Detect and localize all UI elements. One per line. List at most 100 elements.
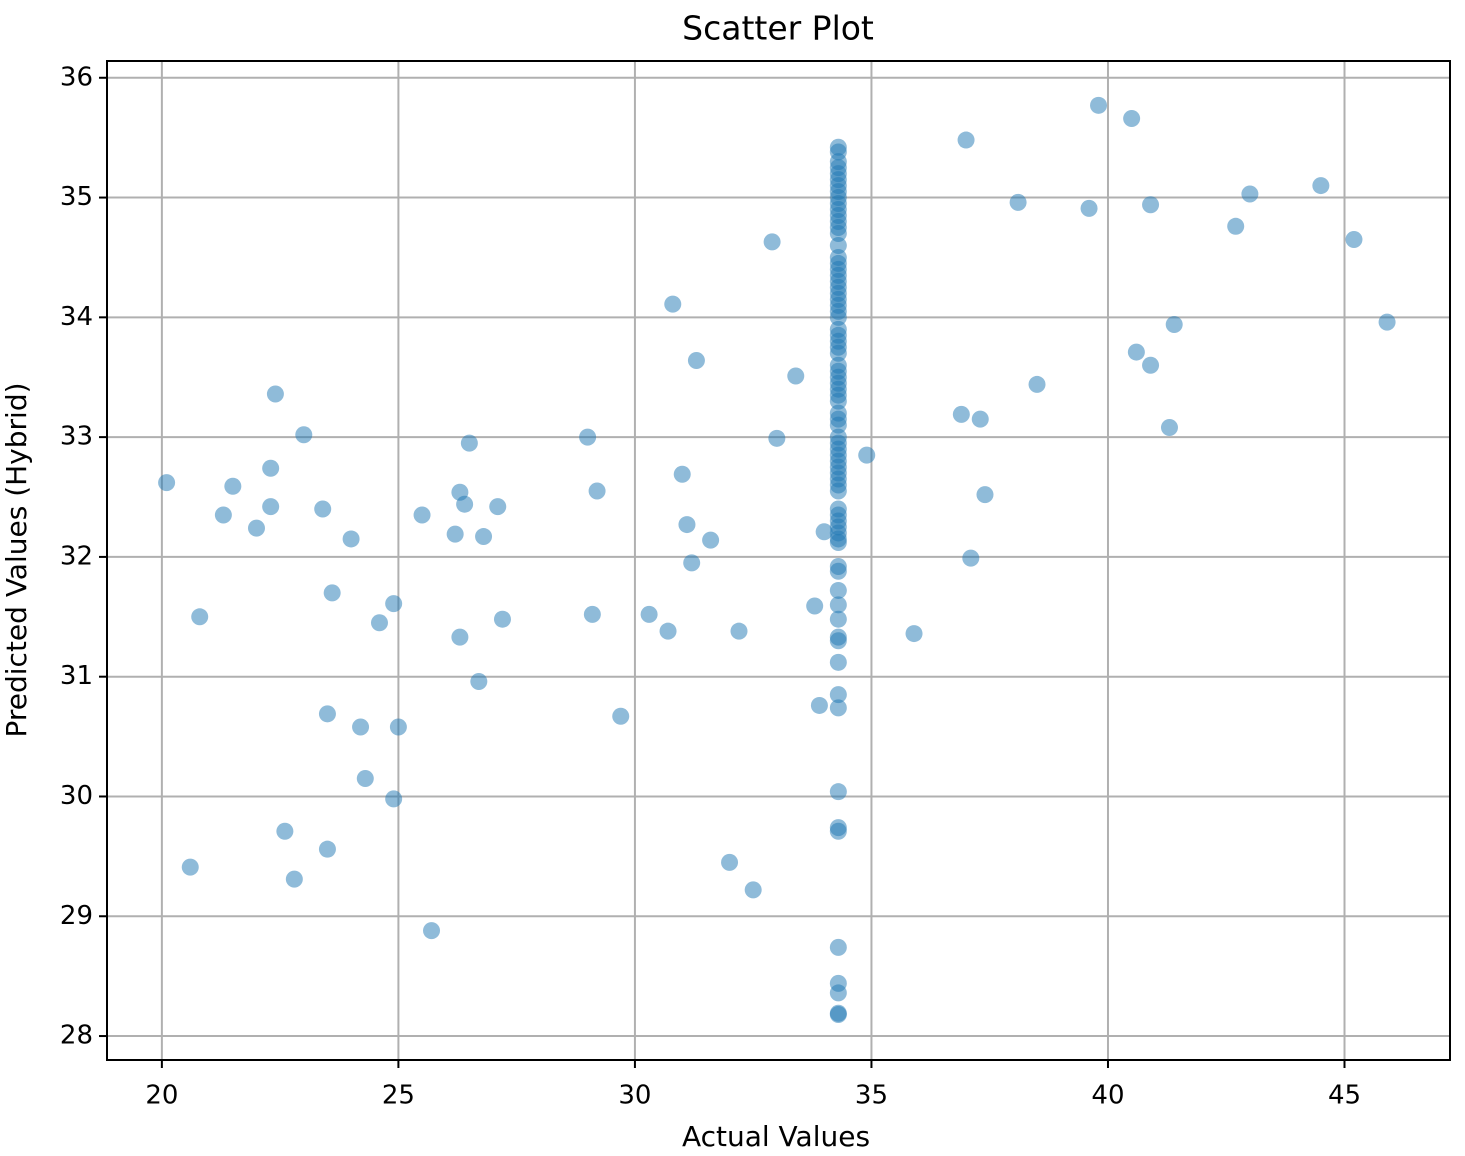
point xyxy=(829,596,847,614)
point xyxy=(858,446,876,464)
point xyxy=(224,477,242,495)
x-tick-label: 20 xyxy=(145,1081,178,1111)
y-tick-label: 33 xyxy=(60,422,93,452)
point xyxy=(451,628,469,646)
point xyxy=(829,308,847,326)
point xyxy=(1345,230,1363,248)
point xyxy=(829,822,847,840)
point xyxy=(952,405,970,423)
point xyxy=(266,385,284,403)
point xyxy=(214,506,232,524)
point xyxy=(181,858,199,876)
point xyxy=(385,595,403,613)
point xyxy=(678,516,696,534)
point xyxy=(683,554,701,572)
point xyxy=(1090,96,1108,114)
point xyxy=(905,625,923,643)
point xyxy=(295,426,313,444)
point xyxy=(314,500,332,518)
point xyxy=(829,632,847,650)
point xyxy=(352,718,370,736)
point xyxy=(768,429,786,447)
point xyxy=(356,770,374,788)
point xyxy=(1241,185,1259,203)
point xyxy=(456,495,474,513)
point xyxy=(829,581,847,599)
point xyxy=(318,840,336,858)
point xyxy=(829,392,847,410)
point xyxy=(1165,316,1183,334)
point xyxy=(342,530,360,548)
y-tick-label: 32 xyxy=(60,541,93,571)
point xyxy=(829,344,847,362)
point xyxy=(829,653,847,671)
point xyxy=(673,465,691,483)
point xyxy=(588,482,606,500)
point xyxy=(829,686,847,704)
point xyxy=(1123,109,1141,127)
point xyxy=(744,881,762,899)
point xyxy=(389,718,407,736)
point xyxy=(659,622,677,640)
y-tick-label: 36 xyxy=(60,62,93,92)
point xyxy=(423,922,441,940)
point xyxy=(810,696,828,714)
point xyxy=(730,622,748,640)
point xyxy=(1142,356,1160,374)
point xyxy=(829,236,847,254)
point xyxy=(829,534,847,552)
point xyxy=(413,506,431,524)
x-tick-label: 25 xyxy=(382,1081,415,1111)
point xyxy=(829,482,847,500)
point xyxy=(962,549,980,567)
point xyxy=(702,531,720,549)
point xyxy=(971,410,989,428)
point xyxy=(493,610,511,628)
point xyxy=(957,131,975,149)
point xyxy=(721,853,739,871)
point xyxy=(829,938,847,956)
point xyxy=(829,562,847,580)
y-tick-label: 35 xyxy=(60,182,93,212)
plot-frame xyxy=(106,60,1451,1061)
point xyxy=(687,351,705,369)
point xyxy=(370,614,388,632)
x-tick-label: 35 xyxy=(855,1081,888,1111)
point xyxy=(489,498,507,516)
x-axis-label: Actual Values xyxy=(682,1120,870,1153)
point xyxy=(470,672,488,690)
point xyxy=(191,608,209,626)
x-tick-label: 30 xyxy=(618,1081,651,1111)
point xyxy=(1227,217,1245,235)
point xyxy=(460,434,478,452)
point xyxy=(829,224,847,242)
point xyxy=(1160,419,1178,437)
point xyxy=(1080,199,1098,217)
point xyxy=(815,523,833,541)
point xyxy=(787,367,805,385)
point xyxy=(276,822,294,840)
point xyxy=(829,610,847,628)
point xyxy=(579,428,597,446)
point xyxy=(385,790,403,808)
point xyxy=(829,984,847,1002)
point xyxy=(976,486,994,504)
point xyxy=(1378,313,1396,331)
y-axis-label: Predicted Values (Hybrid) xyxy=(0,382,33,737)
point xyxy=(664,295,682,313)
point xyxy=(446,525,464,543)
point xyxy=(285,870,303,888)
point xyxy=(829,699,847,717)
point xyxy=(1009,193,1027,211)
point xyxy=(829,416,847,434)
point xyxy=(1312,177,1330,195)
point xyxy=(318,705,336,723)
y-tick-label: 28 xyxy=(60,1021,93,1051)
point xyxy=(583,605,601,623)
point xyxy=(1028,375,1046,393)
point xyxy=(475,528,493,546)
point xyxy=(262,498,280,516)
point xyxy=(806,597,824,615)
point xyxy=(323,584,341,602)
